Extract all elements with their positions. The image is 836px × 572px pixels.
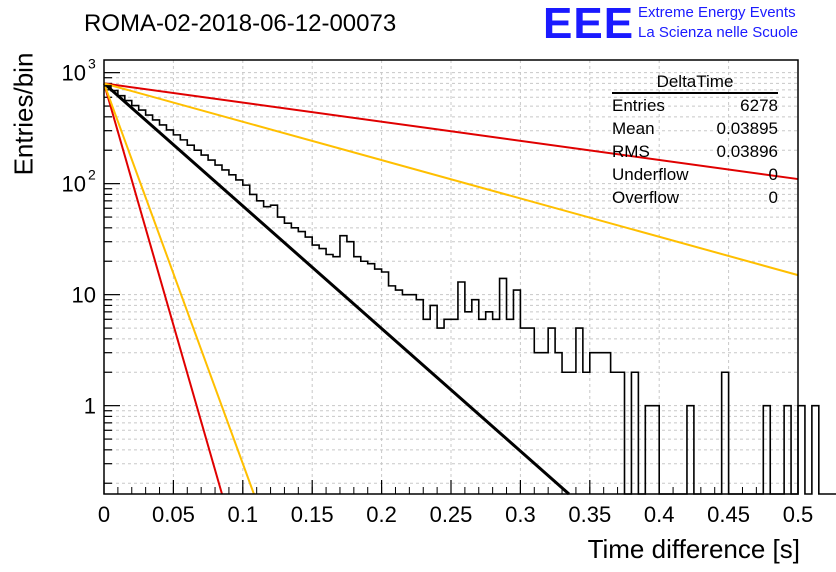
y-tick-exponent: 2 <box>88 167 96 183</box>
stats-value: 0.03895 <box>716 119 778 138</box>
x-axis-label: Time difference [s] <box>587 534 800 564</box>
fit-line <box>103 83 223 495</box>
eee-logo: EEE <box>543 0 635 48</box>
y-tick-label: 1 <box>84 394 96 419</box>
stats-value: 0 <box>768 165 778 184</box>
x-tick-label: 0.2 <box>366 502 397 527</box>
stats-row: Overflow 0 <box>612 186 778 209</box>
y-tick-label: 10 <box>72 283 96 308</box>
stats-label: Overflow <box>612 188 680 207</box>
stats-label: Underflow <box>612 165 689 184</box>
axis-ticks <box>103 72 799 494</box>
fit-line <box>103 82 570 496</box>
tick-labels: 0 0.05 0.1 0.15 0.2 0.25 0.3 0.35 0.4 0.45 0.5 1 10 1… <box>62 56 814 527</box>
fit-lines <box>103 82 799 496</box>
stats-label: Entries <box>612 96 665 115</box>
x-tick-label: 0 <box>98 502 110 527</box>
y-tick-exponent: 3 <box>88 56 96 72</box>
x-tick-label: 0.15 <box>291 502 334 527</box>
y-tick-label: 10 <box>62 61 86 86</box>
y-axis-label: Entries/bin <box>8 52 39 176</box>
stats-value: 6278 <box>740 96 778 115</box>
x-tick-label: 0.5 <box>783 502 814 527</box>
stats-row: RMS 0.03896 <box>612 140 778 163</box>
logo-line-2: La Scienza nelle Scuole <box>638 24 799 41</box>
x-tick-label: 0.25 <box>430 502 473 527</box>
fit-line <box>103 82 799 181</box>
fit-line <box>103 82 799 277</box>
x-tick-label: 0.3 <box>505 502 536 527</box>
stats-label: Mean <box>612 119 655 138</box>
chart-title: ROMA-02-2018-06-12-00073 <box>84 10 397 37</box>
plot-frame <box>103 59 799 495</box>
stats-row: Mean 0.03895 <box>612 117 778 140</box>
stats-value: 0 <box>768 188 778 207</box>
x-tick-label: 0.05 <box>152 502 195 527</box>
logo-line-1: Extreme Energy Events <box>638 4 796 21</box>
y-tick-label: 10 <box>62 172 86 197</box>
x-tick-label: 0.35 <box>568 502 611 527</box>
fit-line <box>103 83 255 495</box>
x-tick-label: 0.45 <box>707 502 750 527</box>
stats-title: DeltaTime <box>612 72 778 94</box>
x-tick-label: 0.4 <box>644 502 675 527</box>
stats-row: Underflow 0 <box>612 163 778 186</box>
x-tick-label: 0.1 <box>228 502 259 527</box>
stats-row: Entries 6278 <box>612 94 778 117</box>
stats-box: DeltaTime Entries 6278 Mean 0.03895 RMS 0.038… <box>612 72 778 209</box>
stats-value: 0.03896 <box>716 142 778 161</box>
stats-label: RMS <box>612 142 650 161</box>
